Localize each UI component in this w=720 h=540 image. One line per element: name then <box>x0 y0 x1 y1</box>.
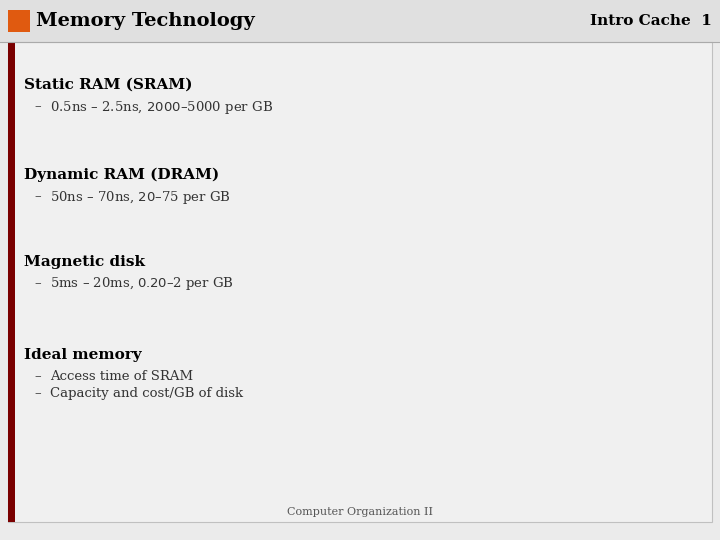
Text: Access time of SRAM: Access time of SRAM <box>50 370 193 383</box>
Text: –: – <box>34 278 40 291</box>
Bar <box>8 42 15 522</box>
Text: 5ms – 20ms, $0.20 – $2 per GB: 5ms – 20ms, $0.20 – $2 per GB <box>50 275 234 293</box>
Text: Memory Technology: Memory Technology <box>36 12 255 30</box>
Text: Intro Cache  1: Intro Cache 1 <box>590 14 712 28</box>
Text: 50ns – 70ns, $20 – $75 per GB: 50ns – 70ns, $20 – $75 per GB <box>50 188 231 206</box>
Text: Dynamic RAM (DRAM): Dynamic RAM (DRAM) <box>24 168 220 182</box>
Text: –: – <box>34 388 40 401</box>
Bar <box>0 0 720 42</box>
Text: Ideal memory: Ideal memory <box>24 348 142 362</box>
Text: Static RAM (SRAM): Static RAM (SRAM) <box>24 78 192 92</box>
Bar <box>8 10 30 32</box>
Text: Computer Organization II: Computer Organization II <box>287 507 433 517</box>
Text: Capacity and cost/GB of disk: Capacity and cost/GB of disk <box>50 388 243 401</box>
Text: 0.5ns – 2.5ns, $2000 – $5000 per GB: 0.5ns – 2.5ns, $2000 – $5000 per GB <box>50 98 273 116</box>
Bar <box>8 42 712 522</box>
Text: –: – <box>34 100 40 113</box>
Text: –: – <box>34 191 40 204</box>
Text: –: – <box>34 370 40 383</box>
Text: Magnetic disk: Magnetic disk <box>24 255 145 269</box>
